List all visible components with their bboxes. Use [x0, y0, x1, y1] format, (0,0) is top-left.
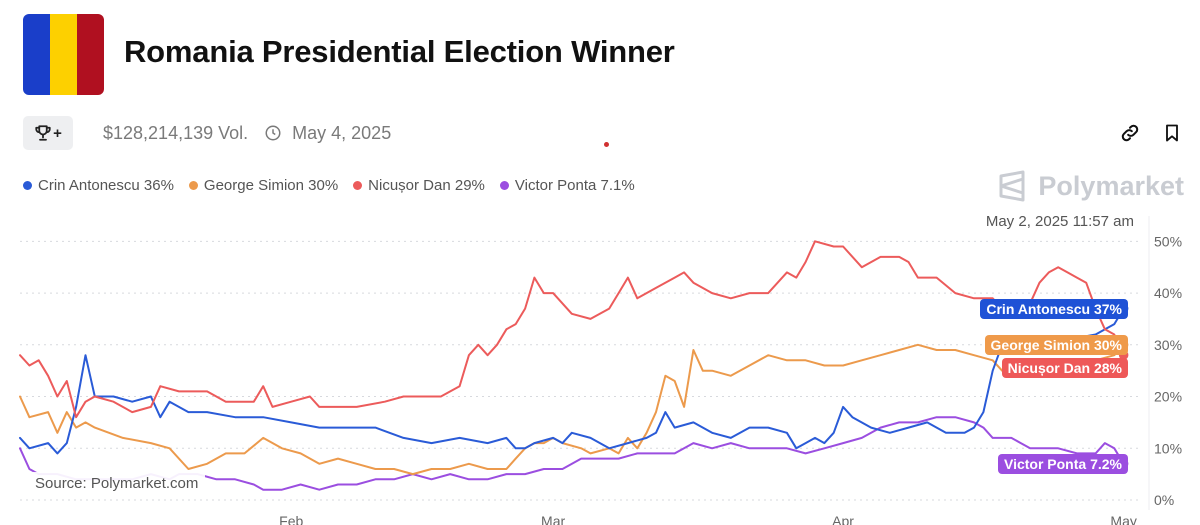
legend-item: Nicușor Dan 29%: [353, 177, 485, 194]
legend-dot: [188, 181, 198, 190]
end-label-george-simion: George Simion 30%: [984, 334, 1128, 355]
source-caption: Source: Polymarket.com: [28, 472, 206, 495]
chart-legend: Crin Antonescu 36% George Simion 30% Nic…: [23, 177, 650, 194]
trophy-icon: [35, 125, 51, 141]
red-dot-marker: [604, 142, 609, 147]
polymarket-logo: Polymarket: [998, 170, 1184, 202]
market-meta: + $128,214,139 Vol. May 4, 2025: [23, 116, 391, 150]
bookmark-icon[interactable]: [1160, 121, 1184, 145]
legend-label: Nicușor Dan 29%: [368, 177, 485, 194]
y-tick-label: 0%: [1154, 492, 1174, 508]
page-title: Romania Presidential Election Winner: [124, 34, 675, 69]
y-tick-label: 40%: [1154, 285, 1182, 301]
y-tick-label: 30%: [1154, 337, 1182, 353]
end-label-nicusor-dan: Nicușor Dan 28%: [1001, 357, 1128, 378]
romania-flag: [23, 14, 104, 95]
flag-stripe-red: [77, 14, 104, 95]
clock-icon: [264, 124, 282, 142]
end-label-crin-antonescu: Crin Antonescu 37%: [980, 298, 1128, 319]
header-actions: [1118, 121, 1184, 145]
flag-stripe-yellow: [50, 14, 77, 95]
end-date-text: May 4, 2025: [292, 122, 392, 143]
link-icon[interactable]: [1118, 121, 1142, 145]
trophy-plus-text: +: [53, 124, 62, 142]
end-label-victor-ponta: Victor Ponta 7.2%: [997, 453, 1128, 474]
x-tick-label: Feb: [279, 513, 303, 525]
legend-dot: [353, 181, 363, 190]
legend-label: Crin Antonescu 36%: [38, 177, 174, 194]
trophy-button[interactable]: +: [23, 116, 73, 150]
legend-dot: [499, 181, 509, 190]
x-tick-label: Apr: [832, 513, 854, 525]
series-line: [19, 307, 1125, 455]
polymarket-logo-icon: [999, 170, 1025, 202]
x-tick-label: May: [1110, 513, 1136, 525]
legend-label: Victor Ponta 7.1%: [514, 177, 635, 194]
y-tick-label: 10%: [1154, 440, 1182, 456]
legend-item: Crin Antonescu 36%: [23, 177, 174, 194]
series-line: [19, 343, 1125, 476]
brand-name: Polymarket: [1038, 170, 1184, 201]
series-line: [19, 240, 1125, 419]
volume-text: $128,214,139 Vol.: [103, 122, 249, 143]
legend-item: Victor Ponta 7.1%: [499, 177, 635, 194]
chart-timestamp: May 2, 2025 11:57 am: [985, 213, 1134, 230]
flag-stripe-blue: [23, 14, 50, 95]
x-tick-label: Mar: [541, 513, 565, 525]
legend-label: George Simion 30%: [203, 177, 339, 194]
legend-item: George Simion 30%: [188, 177, 339, 194]
y-tick-label: 20%: [1154, 389, 1182, 405]
y-tick-label: 50%: [1154, 233, 1182, 249]
legend-dot: [23, 181, 32, 190]
